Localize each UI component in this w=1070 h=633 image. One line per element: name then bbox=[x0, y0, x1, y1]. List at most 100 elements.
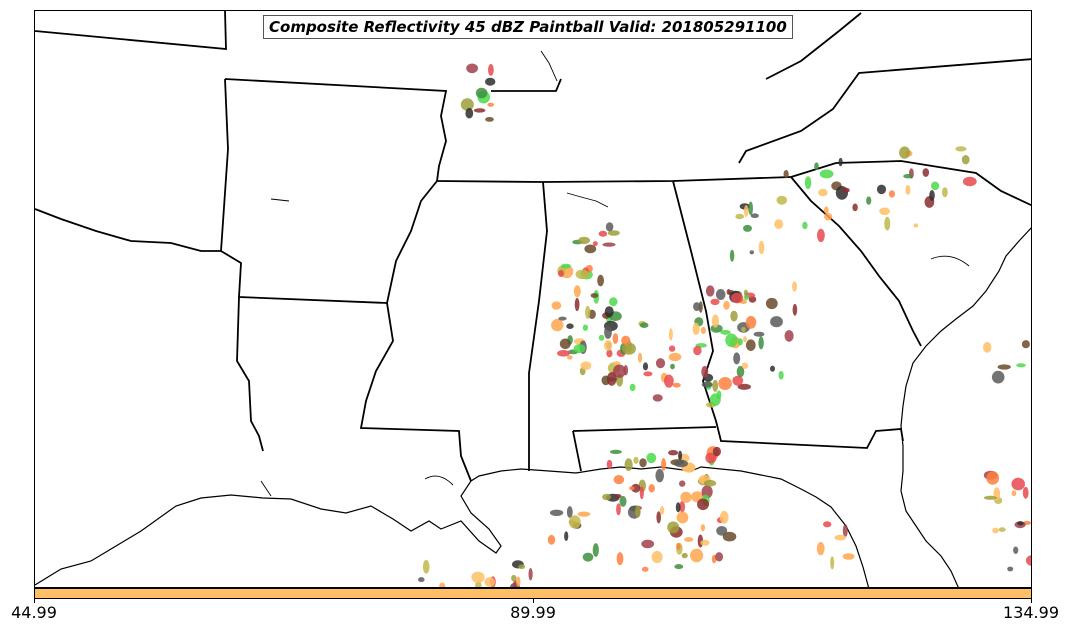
reflectivity-blob bbox=[580, 361, 592, 371]
reflectivity-blob bbox=[913, 223, 919, 228]
gulf-coastline bbox=[35, 466, 870, 587]
reflectivity-blob bbox=[884, 216, 891, 231]
reflectivity-blob bbox=[681, 552, 688, 559]
reflectivity-blob bbox=[664, 374, 674, 388]
reflectivity-blob bbox=[765, 297, 778, 310]
reflectivity-blob bbox=[776, 195, 788, 205]
reflectivity-blob bbox=[590, 293, 599, 298]
reflectivity-blob bbox=[566, 323, 574, 330]
reflectivity-blob bbox=[888, 190, 896, 198]
reflectivity-blob bbox=[723, 300, 730, 310]
reflectivity-blob bbox=[726, 289, 731, 295]
reflectivity-blob bbox=[655, 468, 664, 483]
reflectivity-blob bbox=[834, 534, 847, 541]
reflectivity-blob bbox=[879, 207, 890, 216]
reflectivity-blob bbox=[992, 527, 999, 534]
reflectivity-blob bbox=[770, 365, 775, 372]
reflectivity-blob bbox=[731, 292, 744, 304]
reflectivity-blob bbox=[466, 63, 478, 74]
reflectivity-blob bbox=[842, 553, 855, 560]
reflectivity-blob bbox=[668, 450, 679, 456]
reflectivity-blob bbox=[720, 329, 731, 335]
reflectivity-blob bbox=[655, 358, 666, 369]
reflectivity-blob bbox=[703, 479, 717, 487]
reflectivity-blob bbox=[712, 379, 719, 392]
reflectivity-blob bbox=[792, 303, 798, 316]
reflectivity-blob bbox=[592, 241, 598, 247]
reflectivity-blob bbox=[614, 494, 622, 499]
reflectivity-blob bbox=[518, 564, 526, 569]
reflectivity-blob bbox=[582, 552, 594, 562]
map-title: Composite Reflectivity 45 dBZ Paintball … bbox=[263, 15, 793, 39]
reflectivity-blob bbox=[485, 77, 496, 86]
reflectivity-blob bbox=[484, 577, 496, 587]
reflectivity-blob bbox=[823, 206, 829, 214]
reflectivity-blob bbox=[621, 335, 631, 346]
reflectivity-blob bbox=[670, 363, 675, 370]
reflectivity-blob bbox=[758, 336, 764, 350]
reflectivity-blob bbox=[485, 117, 494, 122]
reflectivity-blob bbox=[680, 491, 692, 503]
reflectivity-blob bbox=[475, 87, 488, 99]
reflectivity-blob bbox=[922, 168, 930, 177]
reflectivity-blob bbox=[592, 543, 599, 557]
reflectivity-blob bbox=[679, 501, 686, 513]
colorbar-tick-max bbox=[1031, 599, 1032, 603]
reflectivity-blob bbox=[701, 381, 713, 388]
reflectivity-blob bbox=[623, 365, 629, 376]
reflectivity-blob bbox=[473, 108, 486, 113]
reflectivity-blob bbox=[652, 394, 663, 402]
reflectivity-blob bbox=[629, 486, 635, 491]
reflectivity-blob bbox=[668, 328, 673, 341]
reflectivity-blob bbox=[729, 249, 735, 262]
reflectivity-blob bbox=[1021, 340, 1030, 349]
reflectivity-blob bbox=[705, 285, 715, 297]
reflectivity-blob bbox=[784, 330, 794, 342]
reflectivity-blob bbox=[603, 340, 613, 351]
reflectivity-blob bbox=[609, 297, 618, 307]
reflectivity-blob bbox=[609, 449, 622, 454]
reflectivity-blob bbox=[745, 339, 756, 352]
reflectivity-blob bbox=[577, 511, 591, 517]
reflectivity-blob bbox=[983, 341, 992, 353]
reflectivity-blob bbox=[639, 322, 649, 329]
reflectivity-blob bbox=[819, 169, 834, 179]
reflectivity-blob bbox=[955, 146, 967, 152]
reflectivity-blob bbox=[741, 326, 746, 333]
reflectivity-blob bbox=[712, 446, 722, 457]
reflectivity-blob bbox=[558, 270, 564, 277]
reflectivity-blob bbox=[606, 372, 617, 386]
reflectivity-blob bbox=[748, 201, 753, 216]
reflectivity-blob bbox=[983, 495, 998, 500]
reflectivity-blob bbox=[1022, 486, 1029, 499]
reflectivity-blob bbox=[1016, 363, 1026, 368]
reflectivity-blob bbox=[667, 521, 680, 534]
reflectivity-blob bbox=[578, 236, 590, 245]
reflectivity-blob bbox=[568, 515, 581, 529]
reflectivity-blob bbox=[672, 382, 681, 388]
reflectivity-blob bbox=[582, 324, 589, 331]
reflectivity-blob bbox=[745, 315, 757, 329]
reflectivity-blob bbox=[511, 574, 517, 582]
reflectivity-blob bbox=[774, 219, 784, 230]
reflectivity-blob bbox=[602, 493, 612, 501]
reflectivity-blob bbox=[802, 221, 808, 230]
reflectivity-blob bbox=[962, 176, 977, 187]
reflectivity-blob bbox=[778, 370, 784, 380]
reflectivity-blob bbox=[641, 566, 649, 572]
reflectivity-blob bbox=[842, 524, 848, 537]
reflectivity-blob bbox=[487, 102, 495, 107]
reflectivity-blob bbox=[783, 170, 789, 179]
reflectivity-blob bbox=[929, 190, 935, 201]
reflectivity-blob bbox=[549, 509, 564, 516]
reflectivity-blob bbox=[697, 498, 709, 511]
reflectivity-blob bbox=[700, 539, 710, 546]
reflectivity-blob bbox=[575, 269, 590, 280]
reflectivity-blob bbox=[606, 349, 613, 358]
reflectivity-blob bbox=[841, 187, 850, 193]
reflectivity-blob bbox=[684, 537, 694, 542]
reflectivity-blob bbox=[422, 559, 430, 574]
reflectivity-blob bbox=[716, 526, 728, 536]
reflectivity-blob bbox=[551, 301, 562, 310]
reflectivity-blob bbox=[624, 458, 633, 471]
